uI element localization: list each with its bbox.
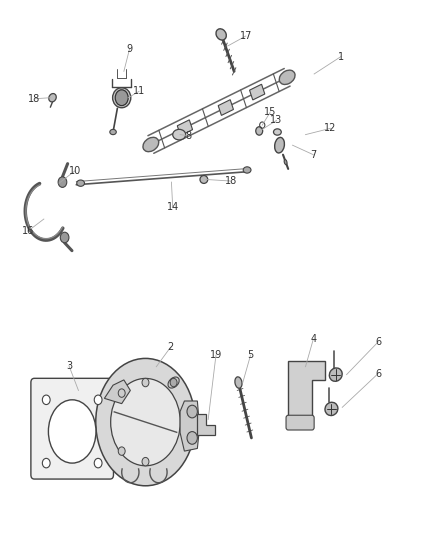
Circle shape [94, 395, 102, 405]
Circle shape [187, 405, 198, 418]
Circle shape [142, 378, 149, 387]
Circle shape [60, 232, 69, 243]
Polygon shape [180, 401, 200, 451]
Polygon shape [198, 414, 215, 435]
Text: 6: 6 [375, 369, 381, 378]
Ellipse shape [77, 180, 85, 187]
Ellipse shape [168, 377, 179, 388]
Ellipse shape [329, 368, 342, 381]
Text: 17: 17 [240, 31, 252, 41]
Text: 6: 6 [375, 337, 381, 347]
Circle shape [170, 378, 177, 387]
Ellipse shape [200, 175, 208, 183]
Circle shape [118, 447, 125, 455]
Text: 13: 13 [270, 116, 283, 125]
Text: 18: 18 [225, 176, 237, 186]
Ellipse shape [325, 402, 338, 416]
Ellipse shape [110, 130, 117, 135]
Text: 12: 12 [325, 123, 337, 133]
FancyBboxPatch shape [286, 415, 314, 430]
Circle shape [142, 457, 149, 466]
Ellipse shape [275, 138, 284, 153]
Text: 9: 9 [127, 44, 133, 54]
Ellipse shape [173, 130, 186, 140]
Polygon shape [288, 361, 325, 419]
Text: 1: 1 [338, 52, 344, 62]
Circle shape [94, 458, 102, 468]
Ellipse shape [113, 88, 131, 108]
Ellipse shape [143, 138, 159, 152]
Ellipse shape [96, 358, 195, 486]
Text: 7: 7 [310, 150, 316, 160]
Text: 4: 4 [310, 334, 316, 344]
Circle shape [42, 395, 50, 405]
Text: 15: 15 [264, 108, 276, 117]
Ellipse shape [279, 70, 295, 85]
Text: 11: 11 [133, 86, 145, 96]
Ellipse shape [216, 29, 226, 40]
Ellipse shape [111, 378, 180, 466]
Text: 16: 16 [22, 226, 34, 236]
Circle shape [256, 127, 263, 135]
FancyBboxPatch shape [31, 378, 113, 479]
Ellipse shape [49, 94, 56, 102]
Text: 5: 5 [247, 350, 254, 360]
Text: 10: 10 [69, 166, 81, 175]
Circle shape [58, 177, 67, 188]
Polygon shape [104, 380, 131, 403]
Text: 19: 19 [210, 350, 222, 360]
Text: 8: 8 [186, 131, 192, 141]
Circle shape [115, 90, 128, 106]
Polygon shape [218, 100, 233, 116]
Ellipse shape [49, 400, 96, 463]
Circle shape [42, 458, 50, 468]
Circle shape [187, 432, 198, 444]
Text: 14: 14 [166, 203, 179, 213]
Text: 3: 3 [66, 361, 72, 370]
Polygon shape [250, 84, 265, 100]
Text: 2: 2 [167, 342, 174, 352]
Ellipse shape [284, 159, 287, 165]
Polygon shape [177, 120, 193, 135]
Ellipse shape [235, 377, 242, 388]
Ellipse shape [273, 129, 281, 135]
Text: 18: 18 [28, 94, 40, 104]
Circle shape [118, 389, 125, 397]
Ellipse shape [243, 167, 251, 173]
